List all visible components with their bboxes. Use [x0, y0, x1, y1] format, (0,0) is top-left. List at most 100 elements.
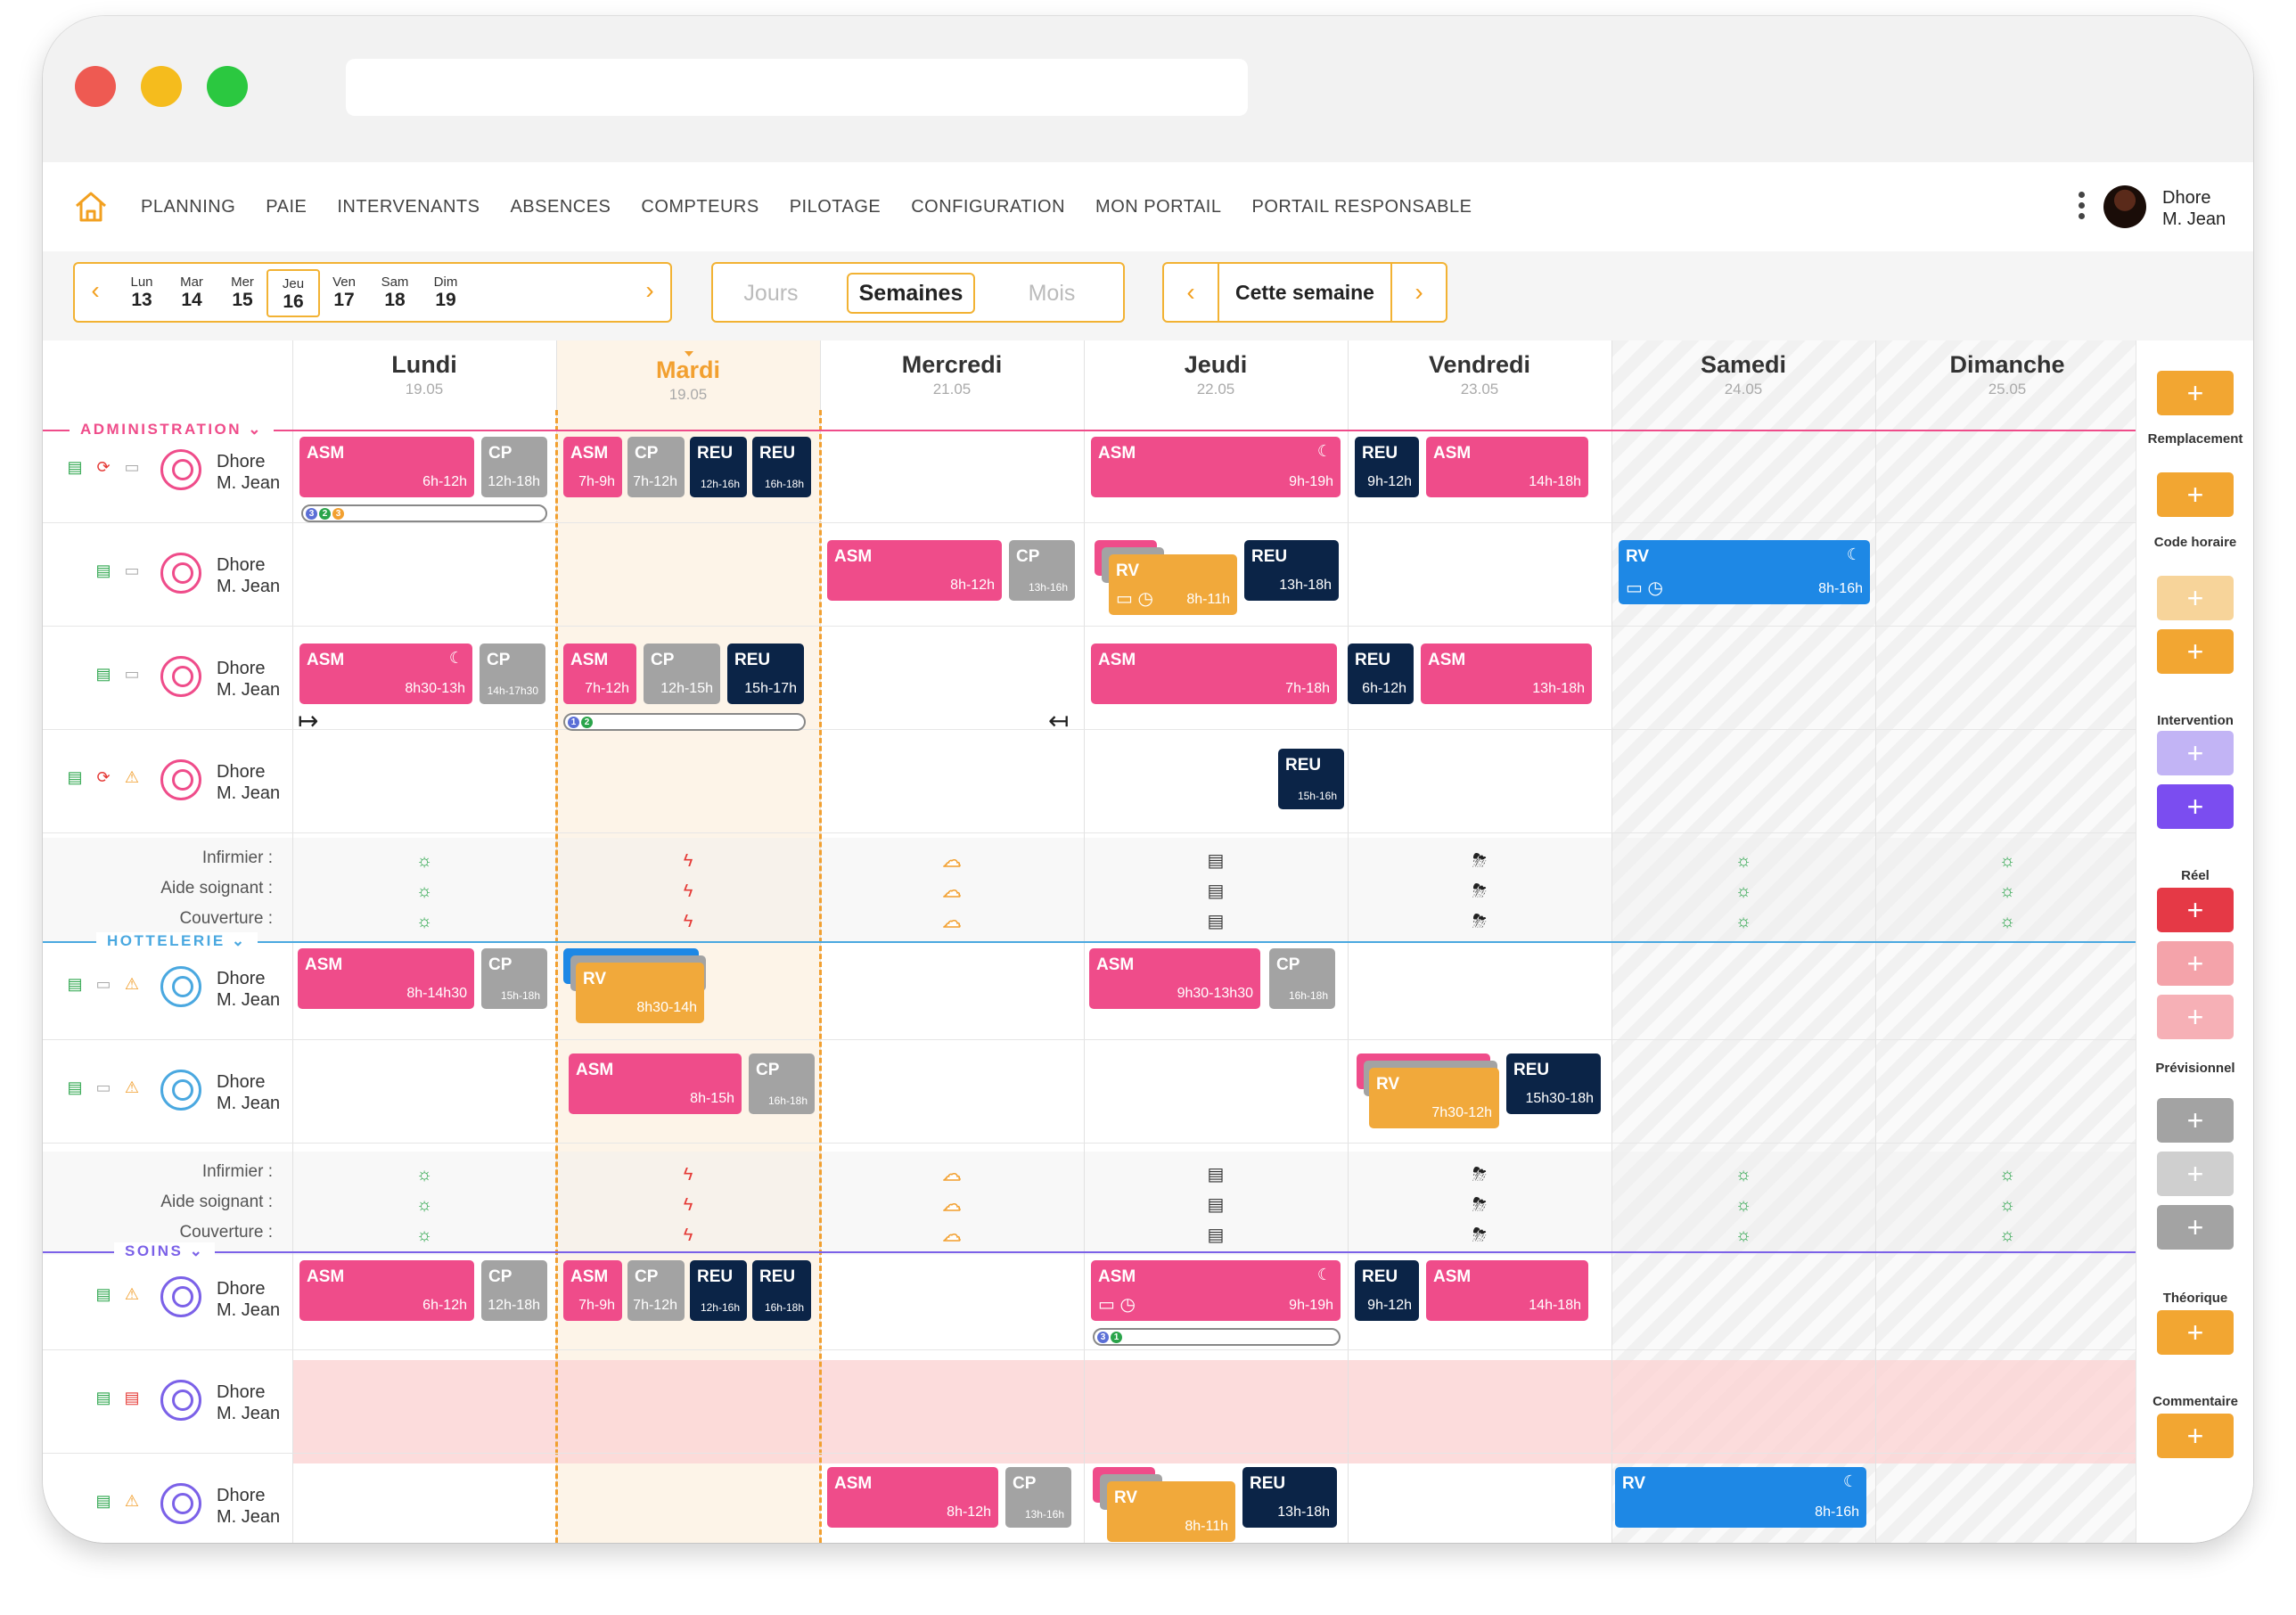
- shift-cp[interactable]: CP 7h-12h: [627, 437, 685, 497]
- add-button[interactable]: +: [2157, 472, 2234, 517]
- employee-avatar[interactable]: [160, 1070, 201, 1111]
- employee-row-header[interactable]: ▤ ⚠ Dhore M. Jean: [43, 1246, 292, 1349]
- day-picker-mar[interactable]: Mar 14: [165, 269, 218, 317]
- user-avatar[interactable]: [2103, 185, 2146, 228]
- day-header-lundi[interactable]: Lundi 19.05: [292, 351, 556, 398]
- day-picker-dim[interactable]: Dim 19: [419, 269, 472, 317]
- add-button[interactable]: +: [2157, 941, 2234, 986]
- day-picker-ven[interactable]: Ven 17: [317, 269, 371, 317]
- shift-reu[interactable]: REU 12h-16h: [690, 437, 747, 497]
- nav-item-mon-portail[interactable]: MON PORTAIL: [1095, 196, 1222, 217]
- shift-cp[interactable]: CP 16h-18h: [749, 1053, 815, 1114]
- chevron-right-icon[interactable]: ›: [645, 276, 654, 304]
- employee-name[interactable]: Dhore M. Jean: [217, 658, 280, 701]
- mode-jours[interactable]: Jours: [743, 281, 799, 306]
- add-button[interactable]: +: [2157, 1414, 2234, 1458]
- add-button[interactable]: +: [2157, 371, 2234, 415]
- shift-rv[interactable]: RV 8h-11h ▭ ◷: [1109, 554, 1237, 615]
- nav-item-intervenants[interactable]: INTERVENANTS: [337, 196, 480, 217]
- day-picker-lun[interactable]: Lun 13: [115, 269, 168, 317]
- mode-mois[interactable]: Mois: [1028, 281, 1076, 306]
- employee-name[interactable]: Dhore M. Jean: [217, 1278, 280, 1321]
- employee-row-header[interactable]: ▤ ▭ ⚠ Dhore M. Jean: [43, 1039, 292, 1143]
- address-bar[interactable]: [346, 59, 1248, 116]
- next-week-button[interactable]: ›: [1414, 278, 1423, 306]
- employee-avatar[interactable]: [160, 1380, 201, 1421]
- shift-rv[interactable]: RV 8h-16h ☾ ▭ ◷: [1619, 540, 1870, 604]
- employee-avatar[interactable]: [160, 966, 201, 1007]
- add-button[interactable]: +: [2157, 731, 2234, 775]
- shift-asm[interactable]: ASM 9h-19h ☾: [1091, 437, 1341, 497]
- day-picker-mer[interactable]: Mer 15: [216, 269, 269, 317]
- nav-item-pilotage[interactable]: PILOTAGE: [789, 196, 882, 217]
- shift-asm[interactable]: ASM 8h30-13h ☾: [299, 644, 472, 704]
- nav-item-planning[interactable]: PLANNING: [141, 196, 236, 217]
- chevron-left-icon[interactable]: ‹: [91, 276, 100, 304]
- nav-item-configuration[interactable]: CONFIGURATION: [911, 196, 1066, 217]
- shift-rv[interactable]: RV 8h30-14h: [576, 963, 704, 1023]
- shift-asm[interactable]: ASM 14h-18h: [1426, 1260, 1588, 1321]
- shift-asm[interactable]: ASM 8h-15h: [569, 1053, 742, 1114]
- shift-cp[interactable]: CP 15h-18h: [481, 948, 547, 1009]
- day-header-samedi[interactable]: Samedi 24.05: [1611, 351, 1875, 398]
- shift-reu[interactable]: REU 16h-18h: [752, 437, 811, 497]
- shift-cp[interactable]: CP 7h-12h: [627, 1260, 685, 1321]
- home-icon[interactable]: [73, 189, 109, 225]
- shift-cp[interactable]: CP 16h-18h: [1269, 948, 1335, 1009]
- employee-name[interactable]: Dhore M. Jean: [217, 1485, 280, 1528]
- day-picker-sam[interactable]: Sam 18: [368, 269, 422, 317]
- add-button[interactable]: +: [2157, 1152, 2234, 1196]
- employee-name[interactable]: Dhore M. Jean: [217, 451, 280, 494]
- shift-asm[interactable]: ASM 7h-12h: [563, 644, 636, 704]
- employee-row-header[interactable]: ▤ ▭ Dhore M. Jean: [43, 522, 292, 626]
- add-button[interactable]: +: [2157, 1310, 2234, 1355]
- current-week-button[interactable]: Cette semaine: [1218, 264, 1392, 321]
- shift-rv[interactable]: RV 8h-11h: [1107, 1481, 1235, 1542]
- add-button[interactable]: +: [2157, 888, 2234, 932]
- mode-semaines[interactable]: Semaines: [847, 273, 975, 314]
- shift-reu[interactable]: REU 13h-18h: [1242, 1467, 1337, 1528]
- chevron-down-icon[interactable]: ⌄: [183, 1242, 205, 1259]
- employee-name[interactable]: Dhore M. Jean: [217, 968, 280, 1011]
- employee-row-header[interactable]: ▤ ▤ Dhore M. Jean: [43, 1349, 292, 1453]
- shift-reu[interactable]: REU 13h-18h: [1244, 540, 1339, 601]
- employee-avatar[interactable]: [160, 553, 201, 594]
- employee-avatar[interactable]: [160, 656, 201, 697]
- employee-avatar[interactable]: [160, 449, 201, 490]
- employee-row-header[interactable]: ▤ ▭ ⚠ Dhore M. Jean: [43, 936, 292, 1039]
- employee-name[interactable]: Dhore M. Jean: [217, 1381, 280, 1424]
- employee-avatar[interactable]: [160, 1276, 201, 1317]
- add-button[interactable]: +: [2157, 576, 2234, 620]
- employee-row-header[interactable]: ▤ ⚠ Dhore M. Jean: [43, 1453, 292, 1543]
- section-label-administration[interactable]: ADMINISTRATION ⌄: [70, 421, 275, 439]
- shift-asm[interactable]: ASM 6h-12h: [299, 1260, 474, 1321]
- shift-asm[interactable]: ASM 9h30-13h30: [1089, 948, 1260, 1009]
- shift-cp[interactable]: CP 13h-16h: [1005, 1467, 1071, 1528]
- close-window-button[interactable]: [75, 66, 116, 107]
- shift-cp[interactable]: CP 12h-18h: [481, 437, 547, 497]
- day-header-jeudi[interactable]: Jeudi 22.05: [1084, 351, 1348, 398]
- add-button[interactable]: +: [2157, 629, 2234, 674]
- nav-item-paie[interactable]: PAIE: [266, 196, 308, 217]
- employee-name[interactable]: Dhore M. Jean: [217, 761, 280, 804]
- shift-asm[interactable]: ASM 8h-12h: [827, 1467, 998, 1528]
- shift-reu[interactable]: REU 12h-16h: [690, 1260, 747, 1321]
- day-header-dimanche[interactable]: Dimanche 25.05: [1875, 351, 2139, 398]
- shift-reu[interactable]: REU 15h-17h: [727, 644, 804, 704]
- add-button[interactable]: +: [2157, 1098, 2234, 1143]
- employee-name[interactable]: Dhore M. Jean: [217, 1071, 280, 1114]
- shift-asm[interactable]: ASM 8h-14h30: [298, 948, 474, 1009]
- nav-item-portail-responsable[interactable]: PORTAIL RESPONSABLE: [1251, 196, 1472, 217]
- section-label-hotellerie[interactable]: HOTTELERIE ⌄: [96, 932, 258, 950]
- shift-rv[interactable]: RV 8h-16h ☾: [1615, 1467, 1866, 1528]
- add-button[interactable]: +: [2157, 995, 2234, 1039]
- shift-cp[interactable]: CP 12h-15h: [644, 644, 720, 704]
- previous-week-button[interactable]: ‹: [1186, 278, 1195, 306]
- employee-name[interactable]: Dhore M. Jean: [217, 554, 280, 597]
- shift-asm[interactable]: ASM 7h-18h: [1091, 644, 1337, 704]
- shift-cp[interactable]: CP 12h-18h: [481, 1260, 547, 1321]
- shift-reu[interactable]: REU 9h-12h: [1355, 1260, 1419, 1321]
- day-header-mercredi[interactable]: Mercredi 21.05: [820, 351, 1084, 398]
- shift-reu[interactable]: REU 16h-18h: [752, 1260, 811, 1321]
